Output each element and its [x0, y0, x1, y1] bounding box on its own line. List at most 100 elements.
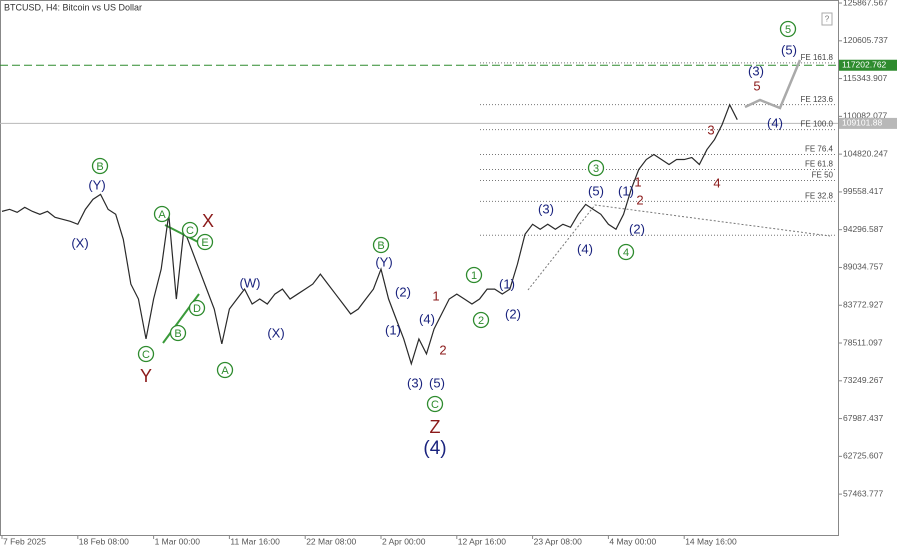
wave-label: 5	[785, 24, 791, 36]
plot-frame	[0, 0, 839, 536]
wave-label: 2	[636, 192, 643, 207]
wave-label: (3)	[407, 375, 423, 390]
y-tick-label: 115343.907	[843, 73, 888, 83]
wave-circle	[372, 236, 390, 254]
wave-label: 1	[432, 288, 439, 303]
wave-label: B	[174, 328, 181, 340]
wave-label: B	[377, 240, 384, 252]
wave-label: A	[158, 209, 166, 221]
wave-label: E	[201, 237, 208, 249]
fe-label: FE 76.4	[805, 145, 834, 154]
wave-label: (4)	[423, 438, 446, 459]
wave-label: 4	[623, 247, 629, 259]
wave-circle	[465, 266, 483, 284]
wave-label: 2	[478, 315, 484, 327]
wave-label: (5)	[781, 42, 797, 57]
y-tick-label: 89034.757	[843, 262, 883, 272]
wave-circle	[216, 361, 234, 379]
fe-label: FE 123.6	[801, 95, 834, 104]
y-tick-label: 67987.437	[843, 413, 883, 423]
wave-label: A	[221, 365, 229, 377]
projection-path	[744, 59, 802, 110]
wave-label: (X)	[71, 235, 88, 250]
wave-label: 5	[753, 78, 760, 93]
wave-label: (5)	[588, 183, 604, 198]
wave-label: 1	[634, 174, 641, 189]
wave-label: D	[193, 303, 201, 315]
wave-label: X	[202, 211, 214, 231]
y-tick-label: 125867.567	[843, 0, 888, 7]
wave-label: 4	[713, 175, 720, 190]
wave-circle	[426, 395, 444, 413]
help-icon-box[interactable]	[821, 12, 833, 26]
fe-label: FE 100.0	[801, 120, 834, 129]
fe-label: FE 61.8	[805, 160, 834, 169]
wave-label: (4)	[419, 311, 435, 326]
wave-label: (2)	[505, 306, 521, 321]
wave-label: C	[431, 399, 439, 411]
wave-label: (5)	[429, 375, 445, 390]
chart-title: BTCUSD, H4: Bitcoin vs US Dollar	[4, 2, 142, 12]
wave-label: (1)	[618, 183, 634, 198]
fe-label: FE 32.8	[805, 191, 834, 200]
x-tick-label: 1 Mar 00:00	[155, 536, 201, 546]
wave-label: 2	[439, 342, 446, 357]
y-tick-label: 94296.587	[843, 224, 883, 234]
y-tick-label: 62725.607	[843, 451, 883, 461]
x-tick-label: 2 Apr 00:00	[382, 536, 426, 546]
wave-label: (1)	[385, 322, 401, 337]
wave-circle	[472, 311, 490, 329]
wave-label: (4)	[767, 115, 783, 130]
x-tick-label: 7 Feb 2025	[3, 536, 46, 546]
wave-label: Z	[430, 417, 441, 437]
wave-circle	[181, 221, 199, 239]
wave-circle	[153, 205, 171, 223]
y-tick-label: 110082.077	[843, 111, 888, 121]
x-tick-label: 12 Apr 16:00	[458, 536, 506, 546]
y-tick-label: 57463.777	[843, 488, 883, 498]
wave-circle	[617, 243, 635, 261]
price-tag-label: 117202.762	[842, 59, 887, 69]
fe-label: FE 161.8	[801, 53, 834, 62]
wave-circle	[587, 159, 605, 177]
price-tag	[839, 59, 897, 71]
wave-circle	[196, 233, 214, 251]
x-tick-label: 18 Feb 08:00	[79, 536, 129, 546]
wave-label: (Y)	[375, 254, 392, 269]
y-tick-label: 73249.267	[843, 375, 883, 385]
price-line-series	[1, 103, 738, 366]
wave-label: (Y)	[88, 177, 105, 192]
y-tick-label: 99558.417	[843, 186, 883, 196]
wave-label: B	[96, 161, 103, 173]
wave-label: 1	[471, 270, 477, 282]
price-tag	[839, 117, 897, 129]
wave-circle	[188, 299, 206, 317]
help-icon[interactable]: ?	[825, 15, 830, 24]
y-tick-label: 104820.247	[843, 148, 888, 158]
wave-label: (2)	[395, 284, 411, 299]
y-tick-label: 78511.097	[843, 337, 883, 347]
wave-label: (3)	[538, 201, 554, 216]
wave-label: (W)	[240, 275, 261, 290]
wave-label: 3	[707, 122, 714, 137]
wave-label: Y	[140, 366, 152, 386]
wave-label: C	[186, 225, 194, 237]
price-tag-label: 109101.88	[842, 118, 882, 128]
wave-label: (3)	[748, 63, 764, 78]
wave-label: (4)	[577, 241, 593, 256]
wave-circle	[779, 20, 797, 38]
x-tick-label: 23 Apr 08:00	[534, 536, 582, 546]
x-tick-label: 22 Mar 08:00	[306, 536, 356, 546]
wave-circle	[137, 345, 155, 363]
y-tick-label: 120605.737	[843, 35, 888, 45]
x-tick-label: 14 May 16:00	[685, 536, 737, 546]
x-tick-label: 11 Mar 16:00	[230, 536, 280, 546]
wave-label: 3	[593, 163, 599, 175]
y-tick-label: 83772.927	[843, 299, 883, 309]
fe-label: FE 50	[812, 171, 834, 180]
wave-label: (2)	[629, 221, 645, 236]
wave-label: (1)	[499, 276, 515, 291]
lines-layer	[0, 62, 838, 236]
channel-line	[527, 204, 831, 291]
